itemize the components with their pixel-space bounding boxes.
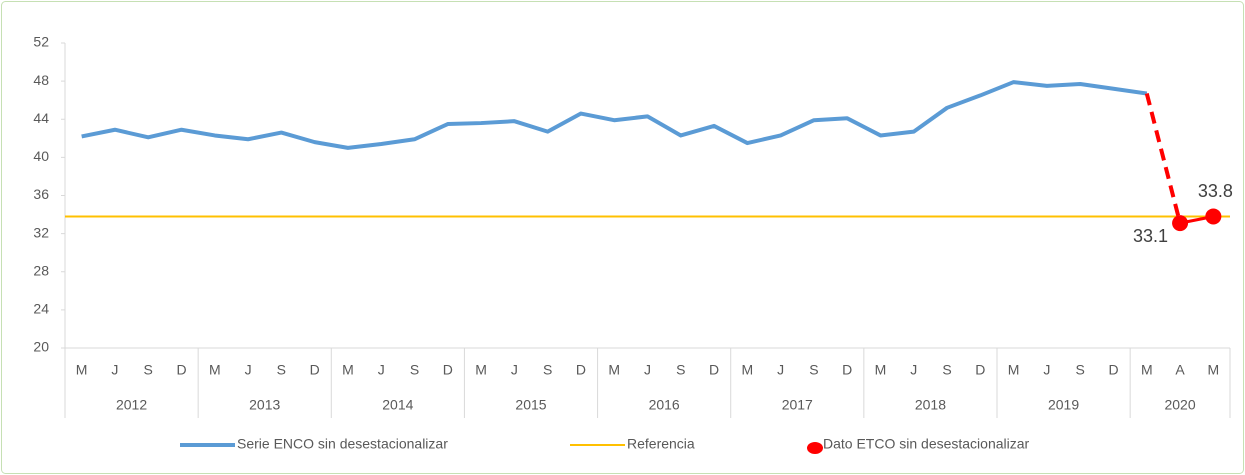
- group-label: 2015: [515, 397, 546, 413]
- x-tick-label: S: [676, 362, 685, 378]
- x-tick-label: J: [111, 362, 118, 378]
- x-tick-label: M: [1008, 362, 1020, 378]
- x-tick-label: S: [809, 362, 818, 378]
- etco-point: [1205, 208, 1222, 225]
- x-tick-label: M: [1141, 362, 1153, 378]
- x-tick-label: S: [277, 362, 286, 378]
- group-label: 2012: [116, 397, 147, 413]
- group-label: 2017: [782, 397, 813, 413]
- etco-segment: [1144, 93, 1183, 224]
- y-tick-label: 20: [33, 339, 49, 355]
- x-tick-label: J: [910, 362, 917, 378]
- y-tick-label: 52: [33, 34, 49, 50]
- group-label: 2018: [915, 397, 946, 413]
- legend-label: Serie ENCO sin desestacionalizar: [237, 436, 448, 452]
- legend-symbol: [807, 442, 823, 454]
- data-label: 33.8: [1198, 181, 1233, 201]
- group-label: 2020: [1164, 397, 1195, 413]
- x-tick-label: M: [742, 362, 754, 378]
- x-tick-label: J: [245, 362, 252, 378]
- x-tick-label: D: [842, 362, 852, 378]
- x-tick-label: D: [176, 362, 186, 378]
- etco-point: [1172, 215, 1189, 232]
- x-tick-label: S: [144, 362, 153, 378]
- x-tick-label: J: [644, 362, 651, 378]
- data-label: 33.1: [1133, 226, 1168, 246]
- y-tick-label: 40: [33, 148, 49, 164]
- x-tick-label: S: [410, 362, 419, 378]
- series-line: [81, 80, 1148, 150]
- x-tick-label: D: [1108, 362, 1118, 378]
- x-tick-label: M: [475, 362, 487, 378]
- group-label: 2014: [382, 397, 413, 413]
- group-label: 2016: [649, 397, 680, 413]
- x-tick-label: A: [1175, 362, 1185, 378]
- x-tick-label: M: [342, 362, 354, 378]
- x-tick-label: S: [543, 362, 552, 378]
- x-tick-label: D: [576, 362, 586, 378]
- x-tick-label: M: [875, 362, 887, 378]
- x-tick-label: S: [942, 362, 951, 378]
- x-tick-label: J: [511, 362, 518, 378]
- y-tick-label: 48: [33, 72, 49, 88]
- x-tick-label: M: [1208, 362, 1220, 378]
- y-tick-label: 28: [33, 262, 49, 278]
- y-tick-label: 36: [33, 186, 49, 202]
- y-tick-label: 24: [33, 301, 49, 317]
- x-tick-label: J: [378, 362, 385, 378]
- group-label: 2013: [249, 397, 280, 413]
- x-tick-label: J: [777, 362, 784, 378]
- x-tick-label: M: [209, 362, 221, 378]
- x-tick-label: S: [1076, 362, 1085, 378]
- x-tick-label: D: [975, 362, 985, 378]
- x-tick-label: M: [608, 362, 620, 378]
- legend-label: Referencia: [627, 436, 695, 452]
- x-tick-label: D: [443, 362, 453, 378]
- y-tick-label: 44: [33, 110, 49, 126]
- x-tick-label: M: [76, 362, 88, 378]
- legend-label: Dato ETCO sin desestacionalizar: [823, 436, 1030, 452]
- group-label: 2019: [1048, 397, 1079, 413]
- x-tick-label: D: [310, 362, 320, 378]
- x-tick-label: D: [709, 362, 719, 378]
- x-tick-label: J: [1043, 362, 1050, 378]
- y-tick-label: 32: [33, 224, 49, 240]
